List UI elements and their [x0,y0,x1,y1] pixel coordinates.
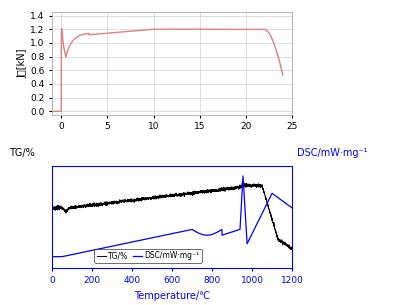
DSC/mW·mg⁻¹ [241,174,246,178]
DSC/mW·mg⁻¹ [290,206,294,210]
TG/% [290,247,294,251]
TG/% [62,208,67,212]
DSC/mW·mg⁻¹ [166,232,171,236]
TG/% [283,243,288,247]
Y-axis label: J／[kN]: J／[kN] [17,49,27,78]
TG/% [288,247,293,251]
TG/% [283,243,288,246]
DSC/mW·mg⁻¹ [160,234,165,237]
Line: TG/%: TG/% [52,183,292,249]
DSC/mW·mg⁻¹ [238,210,243,214]
TG/% [50,205,54,208]
X-axis label: Temperature/℃: Temperature/℃ [134,291,210,301]
Line: DSC/mW·mg⁻¹: DSC/mW·mg⁻¹ [52,176,292,257]
Text: TG/%: TG/% [9,148,34,158]
DSC/mW·mg⁻¹ [50,255,54,259]
TG/% [166,194,171,198]
Legend: TG/%, DSC/mW·mg⁻¹: TG/%, DSC/mW·mg⁻¹ [94,249,202,263]
DSC/mW·mg⁻¹ [62,254,67,258]
TG/% [240,181,244,185]
TG/% [238,184,243,188]
TG/% [160,195,165,199]
DSC/mW·mg⁻¹ [283,201,288,205]
DSC/mW·mg⁻¹ [283,201,288,205]
Text: DSC/mW·mg⁻¹: DSC/mW·mg⁻¹ [297,148,367,158]
